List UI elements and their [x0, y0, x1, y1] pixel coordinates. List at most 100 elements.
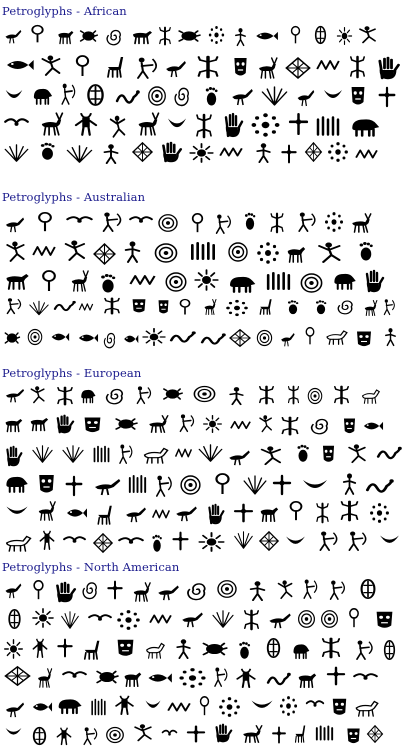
- human-figure-glyph: [342, 473, 357, 495]
- lizard-glyph: [197, 55, 219, 79]
- archer-glyph: [383, 299, 395, 316]
- dancing-figure-glyph: [30, 386, 45, 404]
- giraffe-glyph: [294, 725, 306, 743]
- mask-glyph: [234, 58, 247, 76]
- zigzag-glyph: [219, 147, 243, 157]
- long-bird-glyph: [232, 89, 253, 106]
- footprint-glyph: [315, 300, 327, 315]
- concentric-circles-glyph: [298, 610, 315, 628]
- fan-rays-glyph: [243, 475, 267, 495]
- archer-glyph: [356, 640, 373, 660]
- lattice-glyph: [285, 57, 311, 79]
- long-bird-glyph: [176, 506, 197, 522]
- concentric-circles-glyph: [180, 475, 201, 495]
- lizard-glyph: [287, 385, 300, 405]
- sun-glyph: [336, 27, 353, 45]
- fish-glyph: [124, 334, 139, 344]
- ring-stick-glyph: [289, 501, 303, 521]
- horned-figure-glyph: [115, 695, 134, 715]
- bird-glyph: [161, 729, 178, 736]
- footprint-glyph: [205, 87, 218, 106]
- giraffe-glyph: [83, 640, 100, 660]
- concentric-circles-glyph: [193, 385, 216, 403]
- zigzag-glyph: [129, 275, 156, 285]
- dots-circle-glyph: [251, 113, 280, 137]
- footprint-glyph: [40, 142, 55, 160]
- sun-glyph: [203, 415, 222, 433]
- dancing-figure-glyph: [359, 26, 376, 44]
- long-bird-glyph: [5, 30, 22, 44]
- lattice-glyph: [258, 530, 280, 552]
- ring-stick-glyph: [33, 580, 44, 600]
- human-figure-glyph: [249, 581, 266, 601]
- section-title: Petroglyphs - Australian: [2, 190, 146, 204]
- cross-glyph: [107, 580, 123, 600]
- boomerang-glyph: [6, 506, 28, 514]
- spiral-glyph: [337, 300, 353, 315]
- fan-rays-glyph: [234, 531, 253, 549]
- antelope-glyph: [204, 298, 217, 316]
- antelope-glyph: [41, 112, 64, 136]
- archer-glyph: [137, 57, 158, 79]
- mask-glyph: [39, 475, 54, 493]
- dots-circle-glyph: [117, 610, 140, 630]
- dots-circle-glyph: [179, 668, 206, 688]
- snake-glyph: [169, 331, 196, 343]
- dots-circle-glyph: [279, 696, 298, 716]
- mask-glyph: [322, 445, 335, 462]
- bird-glyph: [118, 537, 144, 544]
- giraffe-glyph: [259, 299, 272, 315]
- long-bird-glyph: [158, 585, 179, 601]
- archer-glyph: [179, 414, 195, 433]
- boomerang-glyph: [5, 728, 22, 735]
- hand-print-glyph: [365, 269, 385, 293]
- zigzag-glyph: [167, 702, 191, 712]
- ring-stick-glyph: [179, 298, 191, 315]
- sun-glyph: [189, 143, 214, 163]
- cross-glyph: [172, 531, 189, 551]
- mask-glyph: [351, 87, 365, 105]
- lizard-glyph: [57, 386, 73, 406]
- hand-print-glyph: [208, 503, 225, 525]
- fan-rays-glyph: [212, 610, 234, 628]
- dots-circle-glyph: [257, 242, 279, 264]
- dancing-figure-glyph: [6, 241, 25, 262]
- long-bird-glyph: [297, 90, 315, 107]
- fish-glyph: [256, 31, 278, 41]
- shield-glyph: [266, 638, 281, 658]
- long-bird-glyph: [5, 217, 25, 233]
- fish-glyph: [148, 673, 172, 683]
- horse-outline-glyph: [143, 447, 169, 464]
- concentric-circles-glyph: [158, 214, 178, 232]
- cross-glyph: [288, 112, 309, 136]
- section-title: Petroglyphs - North American: [2, 560, 180, 574]
- horned-figure-glyph: [39, 530, 55, 550]
- horned-figure-glyph: [236, 668, 256, 688]
- section-title: Petroglyphs - European: [2, 366, 142, 380]
- shield-glyph: [8, 609, 21, 629]
- footprint-glyph: [101, 274, 116, 293]
- comb-lines-glyph: [91, 698, 106, 716]
- comb-lines-glyph: [316, 116, 340, 136]
- fish-glyph: [67, 508, 87, 518]
- boomerang-glyph: [324, 90, 342, 98]
- turtle-glyph: [178, 30, 201, 42]
- boomerang-glyph: [286, 536, 305, 544]
- archer-glyph: [215, 214, 231, 234]
- archer-glyph: [214, 667, 228, 687]
- concentric-circles-glyph: [228, 242, 248, 262]
- long-bird-glyph: [166, 61, 186, 78]
- cross-glyph: [326, 666, 346, 686]
- concentric-circles-glyph: [307, 387, 323, 405]
- antelope-glyph: [38, 501, 56, 521]
- ring-stick-glyph: [42, 270, 56, 291]
- boomerang-glyph: [5, 90, 23, 98]
- fish-glyph: [32, 702, 53, 712]
- lizard-glyph: [350, 55, 365, 79]
- antelope-glyph: [133, 582, 151, 602]
- dots-circle-glyph: [328, 142, 348, 162]
- concentric-circles-glyph: [154, 243, 178, 263]
- ring-stick-glyph: [31, 24, 44, 43]
- archer-glyph: [83, 727, 98, 746]
- section-african: Petroglyphs - African: [0, 0, 406, 178]
